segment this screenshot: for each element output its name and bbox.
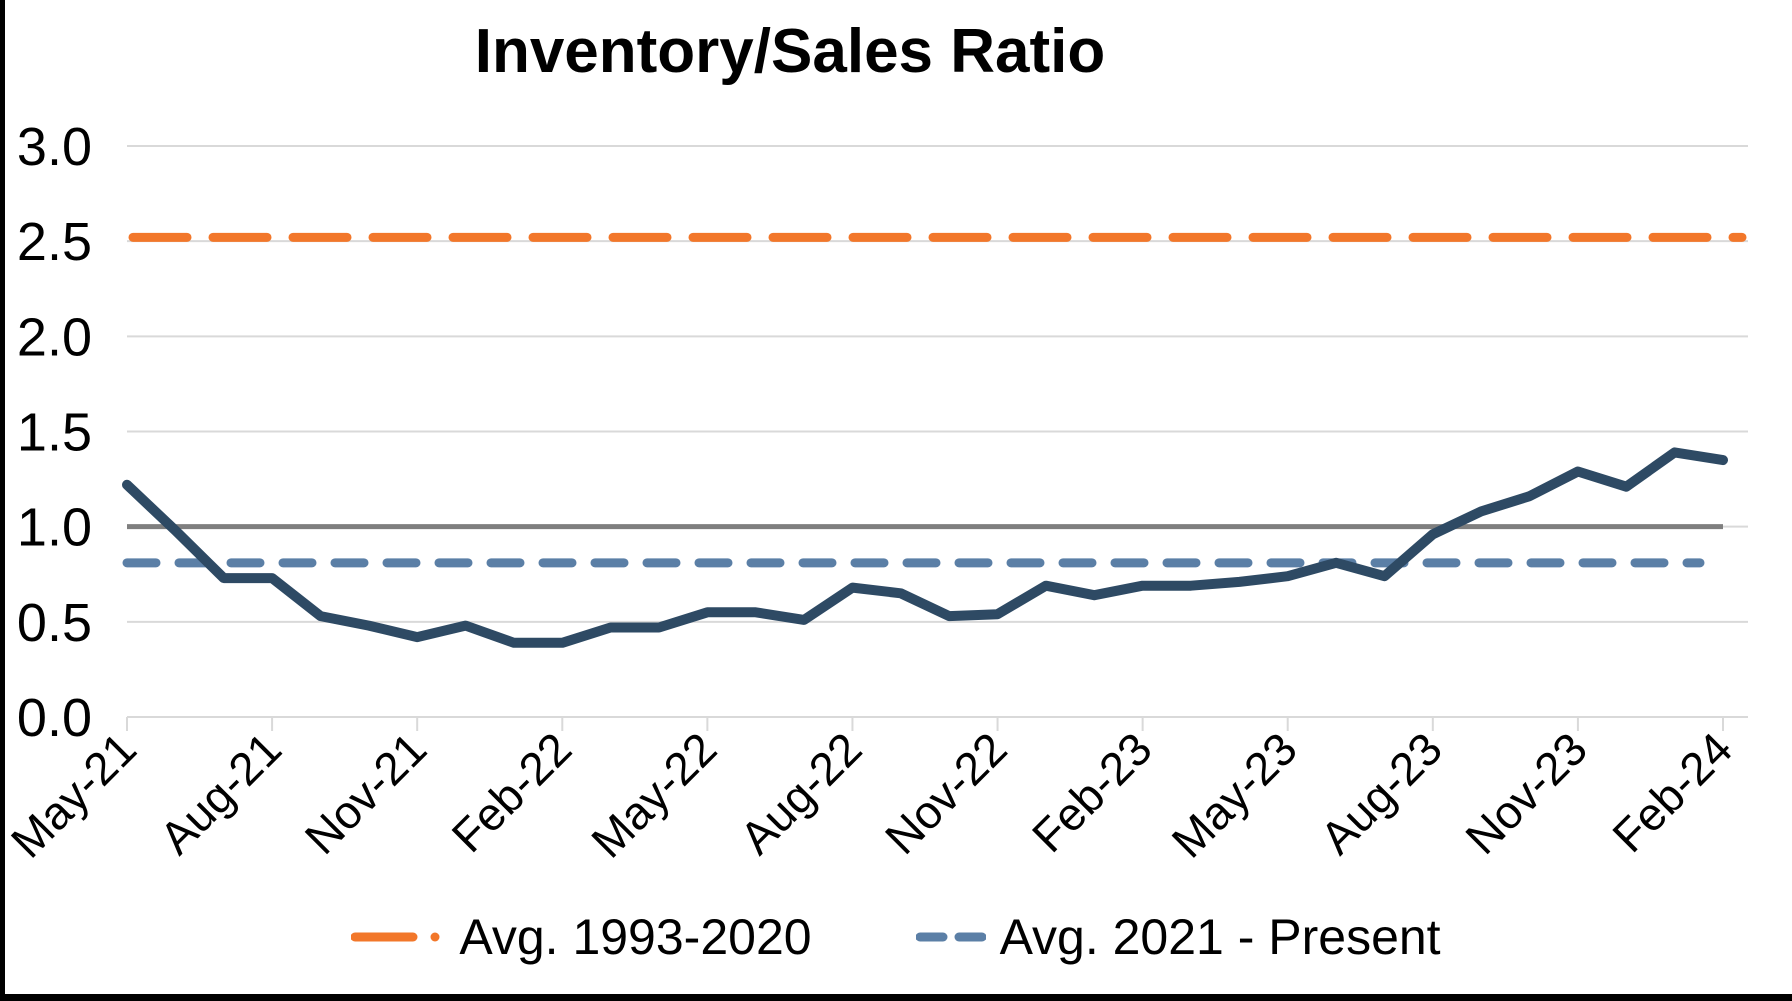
inventory-sales-ratio-line: [122, 447, 1728, 648]
y-axis-label: 0.0: [17, 688, 92, 748]
legend-label: Avg. 1993-2020: [459, 909, 812, 965]
x-axis-label: Aug-23: [1310, 722, 1452, 864]
chart-legend: Avg. 1993-2020 Avg. 2021 - Present: [0, 908, 1792, 966]
x-axis-label: Feb-23: [1022, 722, 1162, 862]
orange-dash-swatch-icon: [351, 932, 440, 942]
chart-title: Inventory/Sales Ratio: [474, 17, 1106, 86]
y-axis-label: 2.5: [17, 212, 92, 272]
x-axis-label: Aug-21: [149, 722, 291, 864]
x-axis-label: Nov-22: [875, 722, 1017, 864]
y-axis-label: 1.0: [17, 498, 92, 558]
x-axis-label: Nov-23: [1455, 722, 1597, 864]
screenshot-left-border: [0, 0, 5, 1001]
x-axis-label: May-23: [1162, 722, 1307, 867]
y-axis-label: 3.0: [17, 117, 92, 177]
x-axis-label: Aug-22: [730, 722, 872, 864]
legend-item-avg-1993-2020: Avg. 1993-2020: [351, 908, 812, 966]
x-axis-label: May-22: [581, 722, 726, 867]
x-axis-label: Nov-21: [295, 722, 437, 864]
y-axis-label: 2.0: [17, 307, 92, 367]
x-axis-label: Feb-24: [1602, 722, 1742, 862]
y-axis-label: 0.5: [17, 593, 92, 653]
blue-dash-swatch-icon: [915, 932, 986, 942]
x-axis-label: Feb-22: [442, 722, 582, 862]
y-axis-label: 1.5: [17, 403, 92, 463]
legend-item-avg-2021-present: Avg. 2021 - Present: [915, 908, 1441, 966]
screenshot-bottom-border: [0, 994, 1792, 1001]
legend-label: Avg. 2021 - Present: [999, 909, 1441, 965]
